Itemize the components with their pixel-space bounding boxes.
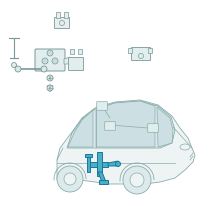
FancyBboxPatch shape bbox=[132, 47, 151, 60]
Polygon shape bbox=[70, 49, 74, 54]
Circle shape bbox=[47, 50, 53, 56]
Polygon shape bbox=[98, 172, 106, 182]
Circle shape bbox=[130, 173, 144, 187]
Circle shape bbox=[123, 166, 151, 194]
Polygon shape bbox=[88, 162, 108, 167]
Circle shape bbox=[116, 162, 120, 166]
Circle shape bbox=[57, 166, 83, 192]
Polygon shape bbox=[57, 100, 195, 184]
FancyBboxPatch shape bbox=[97, 102, 107, 110]
FancyBboxPatch shape bbox=[68, 58, 84, 71]
Polygon shape bbox=[108, 161, 118, 166]
Polygon shape bbox=[96, 101, 155, 147]
Circle shape bbox=[64, 173, 76, 185]
Polygon shape bbox=[67, 101, 175, 148]
Polygon shape bbox=[78, 49, 82, 54]
Polygon shape bbox=[85, 154, 92, 157]
Circle shape bbox=[15, 66, 21, 72]
Polygon shape bbox=[64, 57, 70, 64]
Polygon shape bbox=[128, 48, 132, 53]
Circle shape bbox=[41, 66, 47, 72]
FancyBboxPatch shape bbox=[54, 18, 70, 28]
Polygon shape bbox=[64, 12, 68, 18]
Circle shape bbox=[42, 58, 48, 64]
Polygon shape bbox=[148, 48, 152, 53]
Polygon shape bbox=[68, 110, 93, 147]
FancyBboxPatch shape bbox=[105, 122, 115, 130]
Circle shape bbox=[52, 58, 58, 64]
Polygon shape bbox=[97, 152, 102, 176]
Polygon shape bbox=[87, 156, 90, 172]
Circle shape bbox=[47, 75, 53, 81]
Ellipse shape bbox=[180, 144, 190, 150]
Polygon shape bbox=[56, 12, 60, 18]
Circle shape bbox=[47, 85, 53, 91]
Polygon shape bbox=[99, 180, 108, 184]
Circle shape bbox=[12, 62, 16, 68]
FancyBboxPatch shape bbox=[35, 49, 65, 71]
FancyBboxPatch shape bbox=[148, 124, 158, 132]
Polygon shape bbox=[157, 107, 173, 147]
